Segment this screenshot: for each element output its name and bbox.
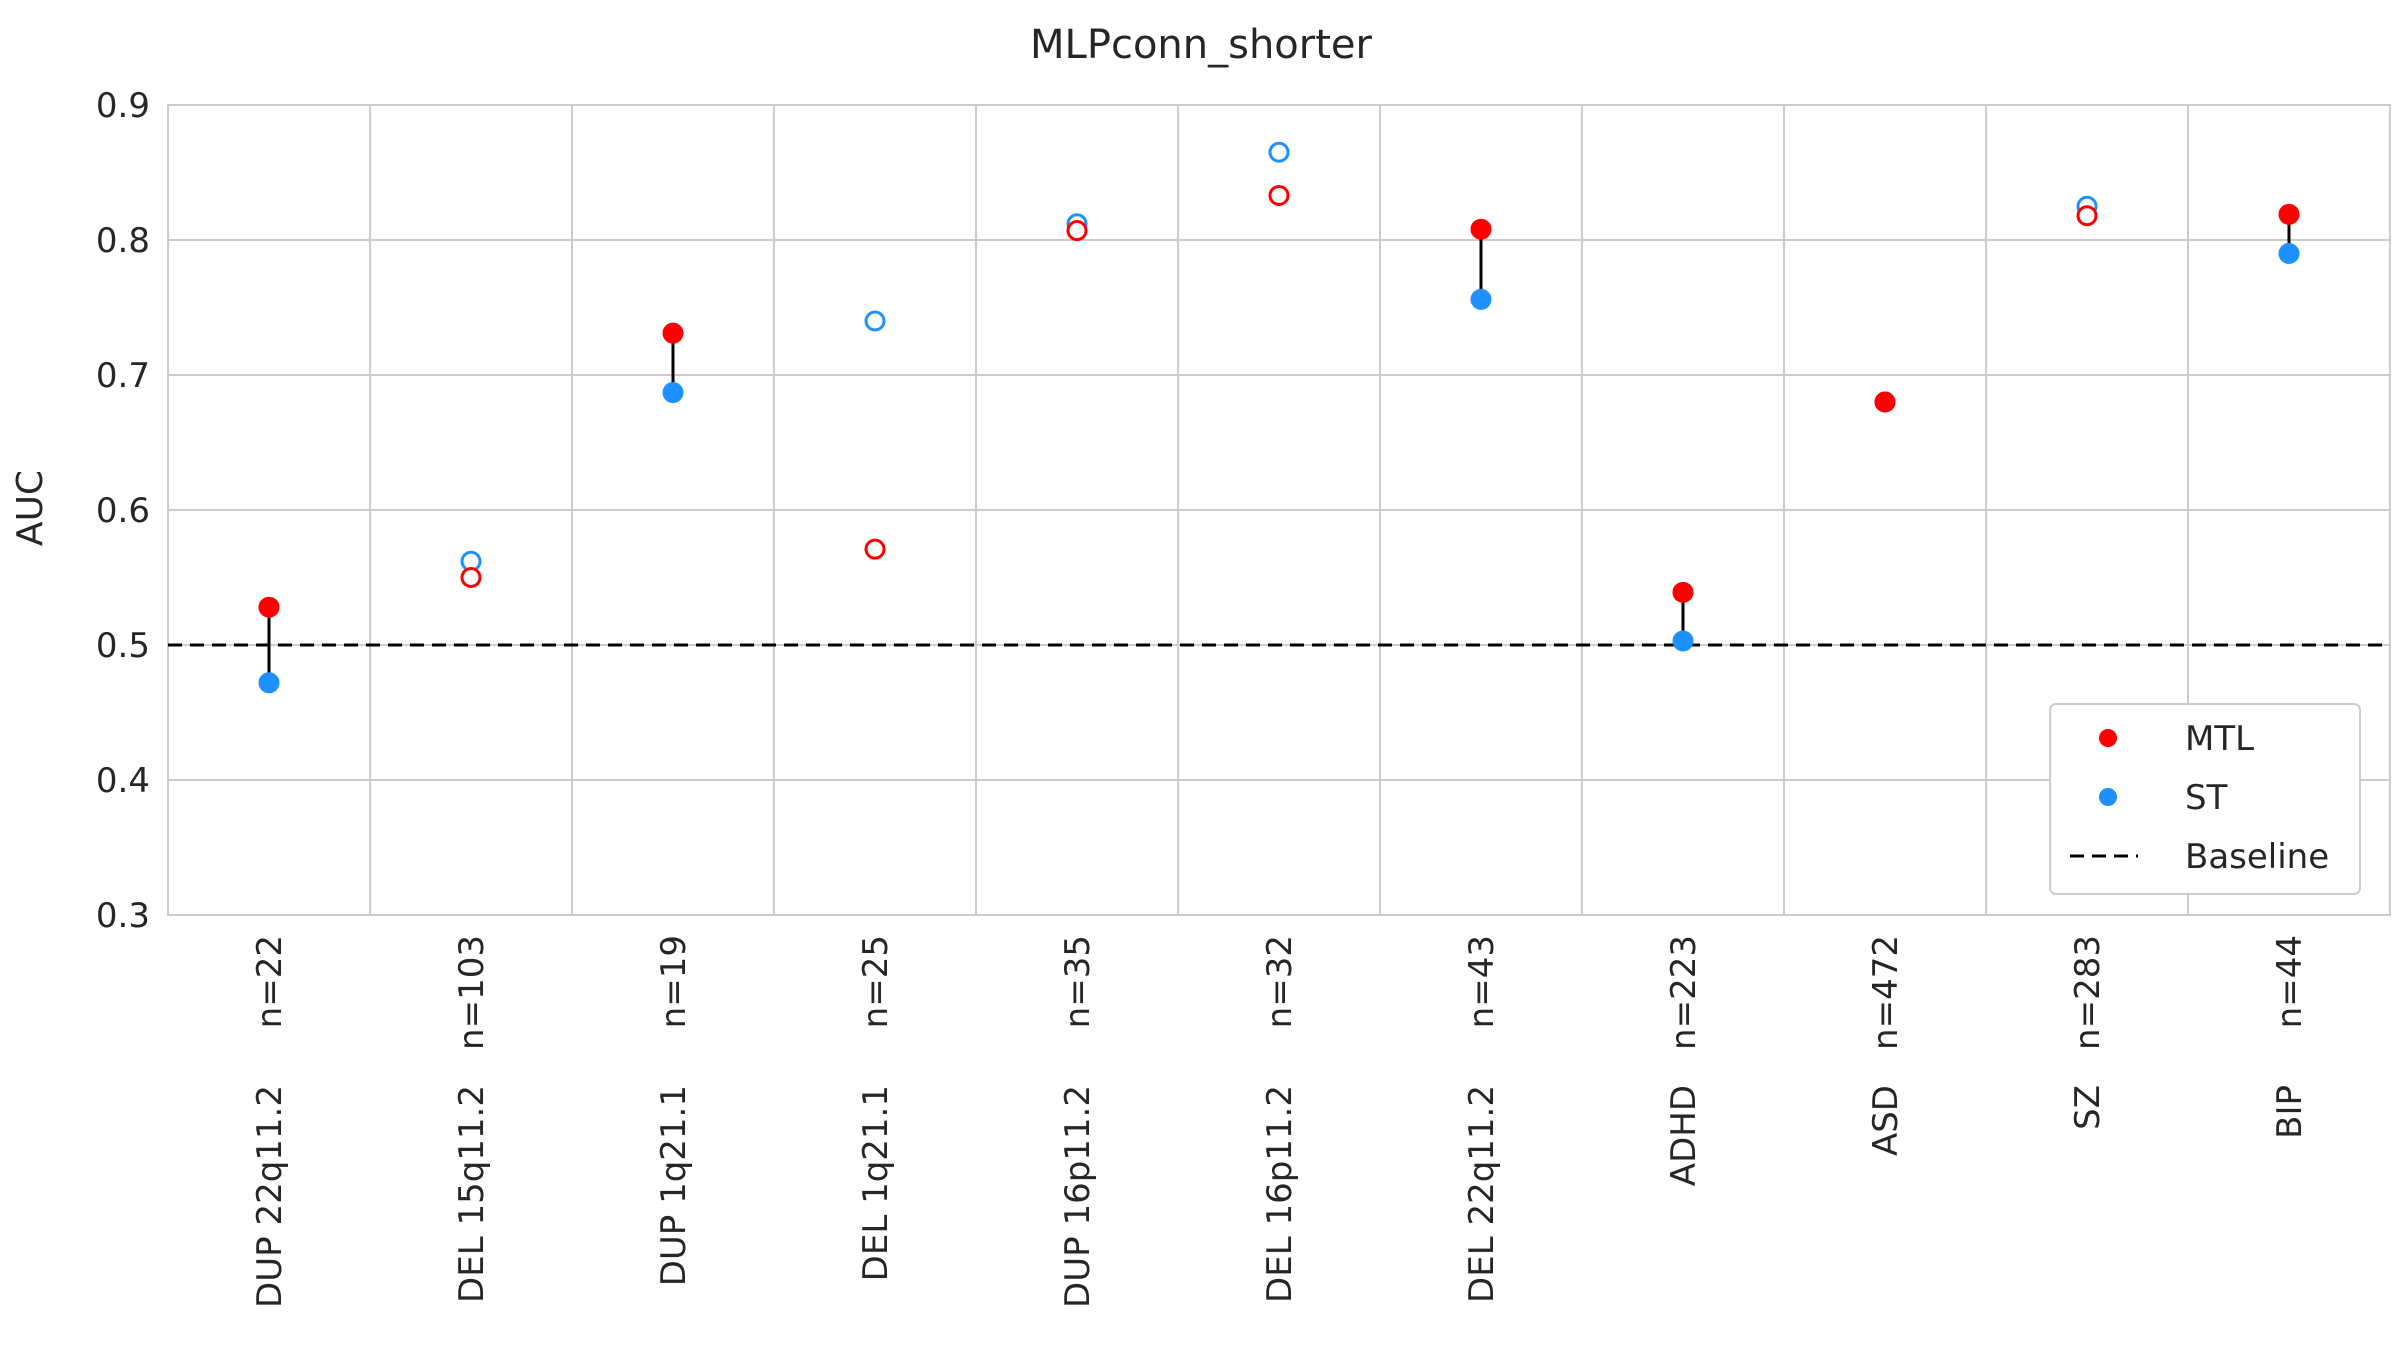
st-point xyxy=(2278,243,2300,264)
mtl-point xyxy=(2076,205,2098,227)
mtl-point xyxy=(2278,203,2300,225)
category-label: DUP 22q11.2 xyxy=(250,1085,290,1308)
category-label: SZ xyxy=(2068,1085,2108,1130)
legend-label: Baseline xyxy=(2185,837,2329,877)
y-tick-label: 0.4 xyxy=(96,761,150,801)
sample-size-label: n=472 xyxy=(1866,935,1906,1050)
sample-size-label: n=103 xyxy=(452,935,492,1050)
legend-label: MTL xyxy=(2185,719,2254,759)
sample-size-label: n=283 xyxy=(2068,935,2108,1050)
y-axis-label: AUC xyxy=(10,470,51,546)
mtl-point xyxy=(460,567,482,588)
legend-label: ST xyxy=(2185,778,2228,818)
category-label: DUP 1q21.1 xyxy=(654,1085,694,1286)
mtl-point xyxy=(258,596,280,618)
sample-size-label: n=32 xyxy=(1260,935,1300,1028)
category-label: DEL 16p11.2 xyxy=(1260,1085,1300,1303)
chart-title: MLPconn_shorter xyxy=(1030,22,1372,68)
sample-size-label: n=19 xyxy=(654,935,694,1028)
category-label: DEL 1q21.1 xyxy=(856,1085,896,1281)
st-point xyxy=(258,672,280,694)
category-label: DUP 16p11.2 xyxy=(1058,1085,1098,1308)
legend-box xyxy=(2049,703,2361,895)
y-tick-labels: 0.3 0.4 0.5 0.6 0.7 0.8 0.9 xyxy=(96,86,150,936)
category-label: DEL 22q11.2 xyxy=(1462,1085,1502,1303)
mtl-point xyxy=(1470,218,1492,240)
legend-marker xyxy=(2099,729,2117,747)
mtl-point xyxy=(1268,184,1290,206)
y-tick-label: 0.7 xyxy=(96,356,150,396)
st-point xyxy=(864,310,886,332)
category-label: ASD xyxy=(1866,1085,1906,1156)
y-tick-label: 0.6 xyxy=(96,491,150,531)
st-point xyxy=(1672,630,1694,652)
st-point xyxy=(1268,141,1290,163)
mtl-point xyxy=(1066,220,1088,242)
category-label: BIP xyxy=(2270,1085,2310,1139)
legend-marker xyxy=(2099,788,2117,806)
sample-size-label: n=43 xyxy=(1462,935,1502,1028)
mtl-point xyxy=(662,322,684,344)
sample-size-label: n=35 xyxy=(1058,935,1098,1028)
category-label: ADHD xyxy=(1664,1085,1704,1186)
gridlines xyxy=(168,104,2390,916)
sample-size-label: n=25 xyxy=(856,935,896,1028)
y-tick-label: 0.5 xyxy=(96,626,150,666)
sample-size-label: n=44 xyxy=(2270,935,2310,1028)
sample-size-label: n=223 xyxy=(1664,935,1704,1050)
y-tick-label: 0.8 xyxy=(96,221,150,261)
sample-size-label: n=22 xyxy=(250,935,290,1028)
category-label: DEL 15q11.2 xyxy=(452,1085,492,1303)
x-tick-labels: n=22 DUP 22q11.2 n=103 DEL 15q11.2 n=19 DUP 1… xyxy=(250,935,2310,1308)
mtl-point xyxy=(1672,581,1694,603)
legend: MTL ST Baseline xyxy=(2049,703,2361,895)
y-tick-label: 0.3 xyxy=(96,896,150,936)
mtl-point xyxy=(1874,391,1896,413)
st-point xyxy=(662,382,684,404)
y-tick-label: 0.9 xyxy=(96,86,150,126)
plot-frame xyxy=(167,104,2391,916)
mtl-point xyxy=(864,538,886,560)
data-markers xyxy=(258,141,2300,694)
st-point xyxy=(1470,288,1492,310)
